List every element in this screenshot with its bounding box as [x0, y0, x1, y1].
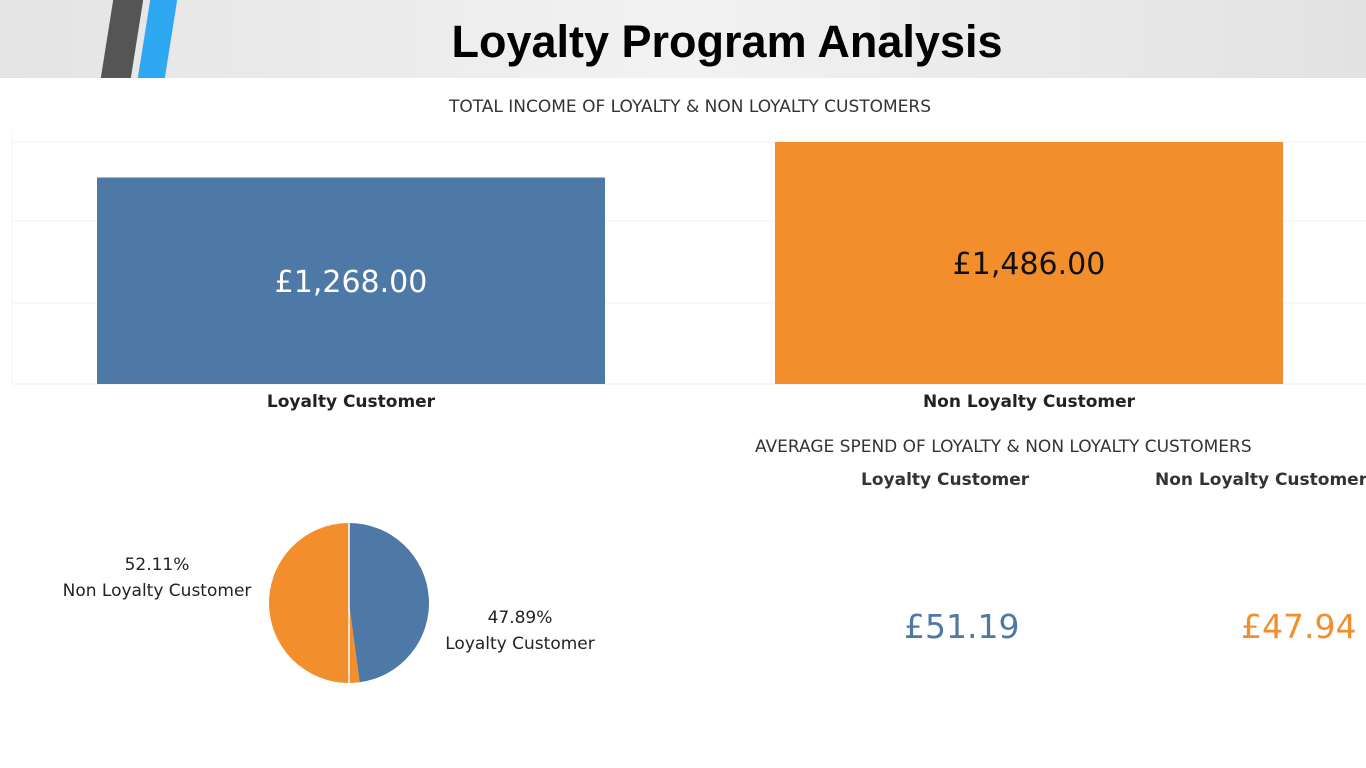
- bar-category-label: Loyalty Customer: [267, 392, 436, 412]
- pie-slice-loyalty: [349, 523, 430, 683]
- total-income-bar-chart: £1,268.00 Loyalty Customer £1,486.00 Non Lo…: [11, 130, 1366, 412]
- bar-value-label: £1,268.00: [275, 265, 428, 300]
- page-title: Loyalty Program Analysis: [451, 16, 1003, 67]
- header-banner: Loyalty Program Analysis: [0, 0, 1366, 78]
- avg-header-loyalty: Loyalty Customer: [861, 470, 1030, 490]
- pie-category-label: Non Loyalty Customer: [63, 581, 252, 601]
- bar-loyalty: [97, 177, 605, 384]
- pie-category-label: Loyalty Customer: [445, 634, 594, 654]
- avg-header-non-loyalty: Non Loyalty Customer: [1155, 470, 1366, 490]
- avg-value-loyalty: £51.19: [904, 607, 1020, 646]
- pie-percent-label: 52.11%: [125, 555, 190, 575]
- pie-slice-non-loyalty: [269, 523, 360, 683]
- bar-non-loyalty: [775, 142, 1283, 384]
- bar-category-label: Non Loyalty Customer: [923, 392, 1136, 412]
- bar-chart-title: TOTAL INCOME OF LOYALTY & NON LOYALTY CU…: [448, 97, 932, 117]
- average-spend-title: AVERAGE SPEND OF LOYALTY & NON LOYALTY C…: [755, 437, 1252, 457]
- customer-share-pie-chart: 52.11% Non Loyalty Customer 47.89% Loyalty …: [63, 523, 595, 683]
- avg-value-non-loyalty: £47.94: [1241, 607, 1357, 646]
- pie-percent-label: 47.89%: [488, 608, 553, 628]
- bar-value-label: £1,486.00: [953, 247, 1106, 282]
